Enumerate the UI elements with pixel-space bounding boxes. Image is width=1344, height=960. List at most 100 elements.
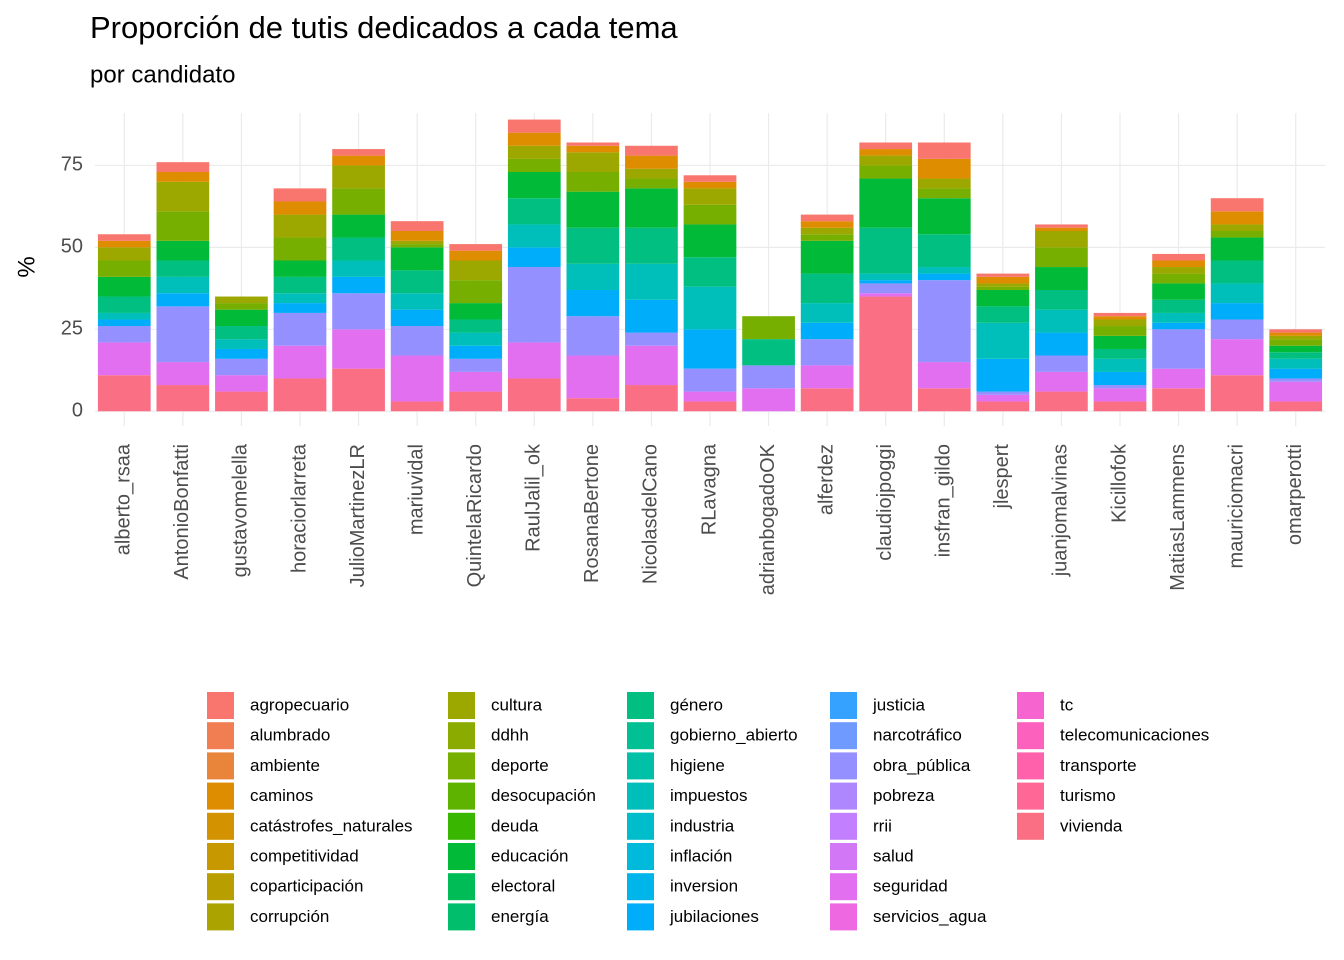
bar-segment [507, 247, 561, 268]
bar-segment [273, 303, 327, 313]
bar-segment [859, 273, 913, 281]
legend-key [830, 843, 857, 870]
bar-segment [507, 158, 561, 172]
legend-key [627, 752, 654, 780]
bar-segment [215, 326, 268, 340]
bar-segment [97, 375, 151, 412]
bar-segment [449, 358, 503, 372]
bar-segment [917, 158, 971, 179]
bar-segment [859, 149, 913, 156]
bar-segment [332, 237, 385, 261]
bar-segment [507, 267, 561, 343]
legend-label: higiene [670, 756, 725, 775]
bar-segment [1210, 283, 1264, 304]
bar-segment [1269, 358, 1323, 369]
x-tick-label: mauriciomacri [1225, 444, 1247, 568]
bar-segment [390, 270, 444, 294]
legend-label: coparticipación [250, 877, 363, 896]
bar-segment [683, 188, 737, 205]
bar-segment [97, 312, 151, 320]
x-tick-label: insfran_gildo [933, 444, 955, 557]
bar-segment [1152, 283, 1205, 300]
bar-segment [976, 391, 1030, 395]
bar-segment [683, 204, 737, 225]
y-tick-label: 0 [72, 400, 83, 422]
legend-label: obra_pública [873, 756, 971, 775]
legend-key [1017, 692, 1044, 719]
bar-segment [1152, 322, 1205, 330]
bar-segment [1035, 309, 1088, 333]
bar-segment [273, 312, 327, 346]
legend-label: ambiente [250, 756, 320, 775]
bar-segment [156, 276, 210, 294]
bar-segment [273, 345, 327, 379]
bar-segment [1093, 371, 1147, 386]
bar-segment [390, 244, 444, 248]
x-tick-label: QuintelaRicardo [464, 444, 486, 587]
bar-segment [273, 201, 327, 215]
bar-segment [1210, 303, 1264, 320]
legend-key [448, 692, 475, 719]
bar-segment [859, 296, 913, 412]
legend-key [207, 873, 234, 901]
bar-segment [449, 260, 503, 281]
legend-label: gobierno_abierto [670, 726, 798, 745]
bar-segment [1152, 329, 1205, 369]
legend-label: telecomunicaciones [1060, 726, 1209, 745]
bar-segment [449, 280, 503, 304]
bar-segment [683, 175, 737, 182]
bar-segment [97, 234, 151, 241]
bar-segment [976, 286, 1030, 290]
x-tick-label: NicolasdelCano [640, 444, 662, 584]
bar-segment [976, 322, 1030, 359]
bar-segment [507, 198, 561, 225]
legend-label: narcotráfico [873, 726, 962, 745]
bar-segment [156, 293, 210, 307]
bar-segment [976, 306, 1030, 323]
bar-segment [273, 276, 327, 294]
bar-segment [976, 358, 1030, 392]
bar-segment [625, 332, 678, 346]
y-tick-label: 75 [61, 154, 83, 176]
x-tick-label: RaulJalil_ok [523, 443, 545, 552]
bar-segment [97, 240, 151, 248]
bar-segment [800, 303, 854, 323]
bar-segment [332, 165, 385, 189]
bar-segment [449, 391, 503, 412]
legend-label: educación [491, 846, 569, 865]
legend-key [448, 903, 475, 931]
legend-key [207, 752, 234, 780]
bar-segment [1093, 316, 1147, 320]
bar-segment [1269, 329, 1323, 333]
bar-segment [390, 230, 444, 241]
bar-segment [859, 142, 913, 150]
x-tick-label: alberto_rsaa [113, 443, 135, 555]
bar-segment [566, 316, 620, 356]
bar-segment [859, 178, 913, 228]
bar-segment [1269, 332, 1323, 336]
bar-segment [1269, 335, 1323, 340]
legend-key [448, 812, 475, 840]
x-tick-label: adrianbogadoOK [757, 443, 779, 595]
bar-segment [1269, 352, 1323, 359]
bar-segment [1210, 211, 1264, 225]
bar-segment [859, 280, 913, 284]
y-tick-label: 25 [61, 318, 83, 340]
bar-segment [625, 345, 678, 386]
legend-key [207, 722, 234, 750]
bar-segment [1210, 237, 1264, 261]
bar-segment [156, 306, 210, 363]
bar-segment [1152, 260, 1205, 268]
bar-segment [1210, 375, 1264, 412]
bar-segment [156, 211, 210, 241]
bar-segment [1093, 348, 1147, 359]
legend-key [1017, 722, 1044, 750]
legend-label: inflación [670, 846, 732, 865]
bar-segment [449, 345, 503, 359]
bar-segment [625, 155, 678, 169]
bar-segment [449, 303, 503, 320]
bar-segment [742, 339, 795, 366]
legend-label: deuda [491, 816, 539, 835]
legend-key [627, 722, 654, 750]
bar-segment [1269, 368, 1323, 379]
